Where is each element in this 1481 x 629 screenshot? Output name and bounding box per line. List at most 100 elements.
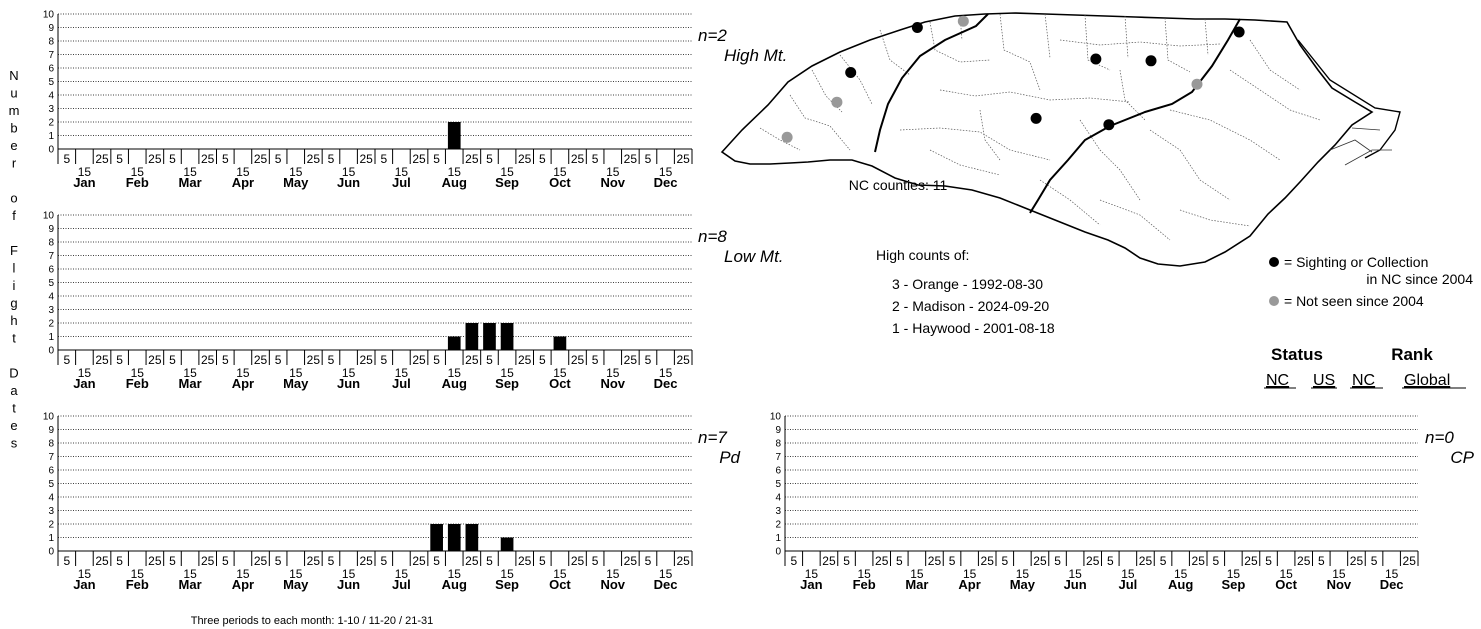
region-label: High Mt.	[724, 46, 787, 65]
period-tick-label: 25	[95, 353, 109, 367]
county-line	[1124, 15, 1129, 59]
y-tick-label: 0	[48, 145, 54, 156]
month-label: Mar	[179, 577, 202, 592]
y-tick-label: 0	[48, 346, 54, 357]
period-tick-label: 15	[448, 165, 462, 179]
y-tick-label: 1	[48, 131, 54, 142]
period-tick-label: 15	[1279, 567, 1293, 581]
county-line	[1149, 129, 1231, 201]
bar	[465, 524, 479, 551]
period-tick-label: 5	[592, 152, 599, 166]
period-tick-label: 25	[1086, 554, 1100, 568]
nc-state-outline	[720, 12, 1374, 267]
period-tick-label: 15	[448, 567, 462, 581]
period-tick-label: 25	[307, 152, 321, 166]
map-legend: = Sighting or Collection in NC since 200…	[1269, 254, 1473, 309]
bar	[430, 524, 443, 551]
bar	[465, 323, 479, 350]
period-tick-label: 15	[289, 165, 303, 179]
y-tick-label: 3	[48, 305, 54, 316]
rank-global: Global	[1404, 372, 1450, 389]
period-tick-label: 5	[1001, 554, 1008, 568]
period-tick-label: 25	[1403, 554, 1417, 568]
recent-record-dot	[1145, 55, 1157, 67]
period-tick-label: 25	[571, 152, 585, 166]
y-axis-letter: N	[9, 68, 18, 83]
period-tick-label: 25	[254, 152, 268, 166]
period-tick-label: 15	[342, 366, 356, 380]
y-tick-label: 8	[775, 439, 781, 450]
y-axis-letter: a	[10, 383, 18, 398]
period-tick-label: 25	[360, 152, 374, 166]
period-tick-label: 25	[360, 554, 374, 568]
period-tick-label: 25	[465, 152, 479, 166]
recent-record-dot	[1030, 112, 1042, 124]
county-line	[1164, 17, 1191, 73]
period-tick-label: 5	[790, 554, 797, 568]
month-label: Jun	[1064, 577, 1087, 592]
month-label: Sep	[495, 175, 519, 190]
period-tick-label: 5	[116, 554, 123, 568]
legend-recent-text: = Sighting or Collection	[1284, 254, 1428, 270]
period-tick-label: 5	[116, 353, 123, 367]
period-tick-label: 25	[307, 353, 321, 367]
high-counts-title: High counts of:	[876, 247, 969, 263]
y-axis-letter: h	[10, 313, 17, 328]
period-tick-label: 25	[254, 353, 268, 367]
rank-heading: Rank	[1391, 345, 1433, 364]
y-tick-label: 2	[48, 319, 54, 330]
period-tick-label: 15	[500, 165, 514, 179]
county-line	[939, 89, 1131, 103]
month-label: Jul	[392, 175, 411, 190]
period-tick-label: 15	[500, 366, 514, 380]
county-line	[789, 94, 851, 151]
period-tick-label: 15	[395, 165, 409, 179]
period-tick-label: 15	[236, 366, 250, 380]
month-label: May	[1010, 577, 1036, 592]
legend-recent-text-2: in NC since 2004	[1366, 271, 1473, 287]
county-line	[1039, 179, 1101, 226]
sample-size-label: n=8	[698, 227, 727, 246]
period-tick-label: 15	[963, 567, 977, 581]
region-label: Low Mt.	[724, 247, 784, 266]
period-tick-label: 25	[571, 554, 585, 568]
high-count-2: 2 - Madison - 2024-09-20	[892, 298, 1049, 314]
period-tick-label: 15	[659, 567, 673, 581]
month-label: Feb	[126, 376, 149, 391]
status-us: US	[1313, 372, 1335, 389]
period-tick-label: 15	[553, 165, 567, 179]
period-tick-label: 15	[395, 567, 409, 581]
month-label: Sep	[1221, 577, 1245, 592]
y-axis-letter: b	[10, 121, 17, 136]
historic-record-dot	[957, 15, 969, 27]
y-tick-label: 8	[48, 37, 54, 48]
period-tick-label: 5	[380, 554, 387, 568]
period-tick-label: 15	[1121, 567, 1135, 581]
period-tick-label: 15	[289, 567, 303, 581]
month-label: May	[283, 175, 309, 190]
period-tick-label: 25	[201, 353, 215, 367]
status-heading: Status	[1271, 345, 1323, 364]
county-line	[1169, 109, 1281, 161]
period-tick-label: 25	[412, 152, 426, 166]
period-tick-label: 25	[677, 152, 691, 166]
month-label: Mar	[905, 577, 928, 592]
y-tick-label: 9	[48, 23, 54, 34]
period-tick-label: 15	[131, 165, 145, 179]
y-tick-label: 6	[775, 466, 781, 477]
y-tick-label: 2	[48, 520, 54, 531]
recent-record-dot	[1233, 26, 1245, 38]
period-tick-label: 25	[518, 554, 532, 568]
mountain-divider-line	[874, 13, 989, 153]
high-counts: High counts of: 3 - Orange - 1992-08-30 …	[876, 247, 1055, 336]
month-label: May	[283, 577, 309, 592]
period-tick-label: 15	[342, 165, 356, 179]
y-tick-label: 1	[48, 332, 54, 343]
y-axis-letter: e	[10, 138, 17, 153]
county-line	[1044, 13, 1051, 59]
period-tick-label: 15	[131, 366, 145, 380]
month-label: Dec	[654, 577, 678, 592]
